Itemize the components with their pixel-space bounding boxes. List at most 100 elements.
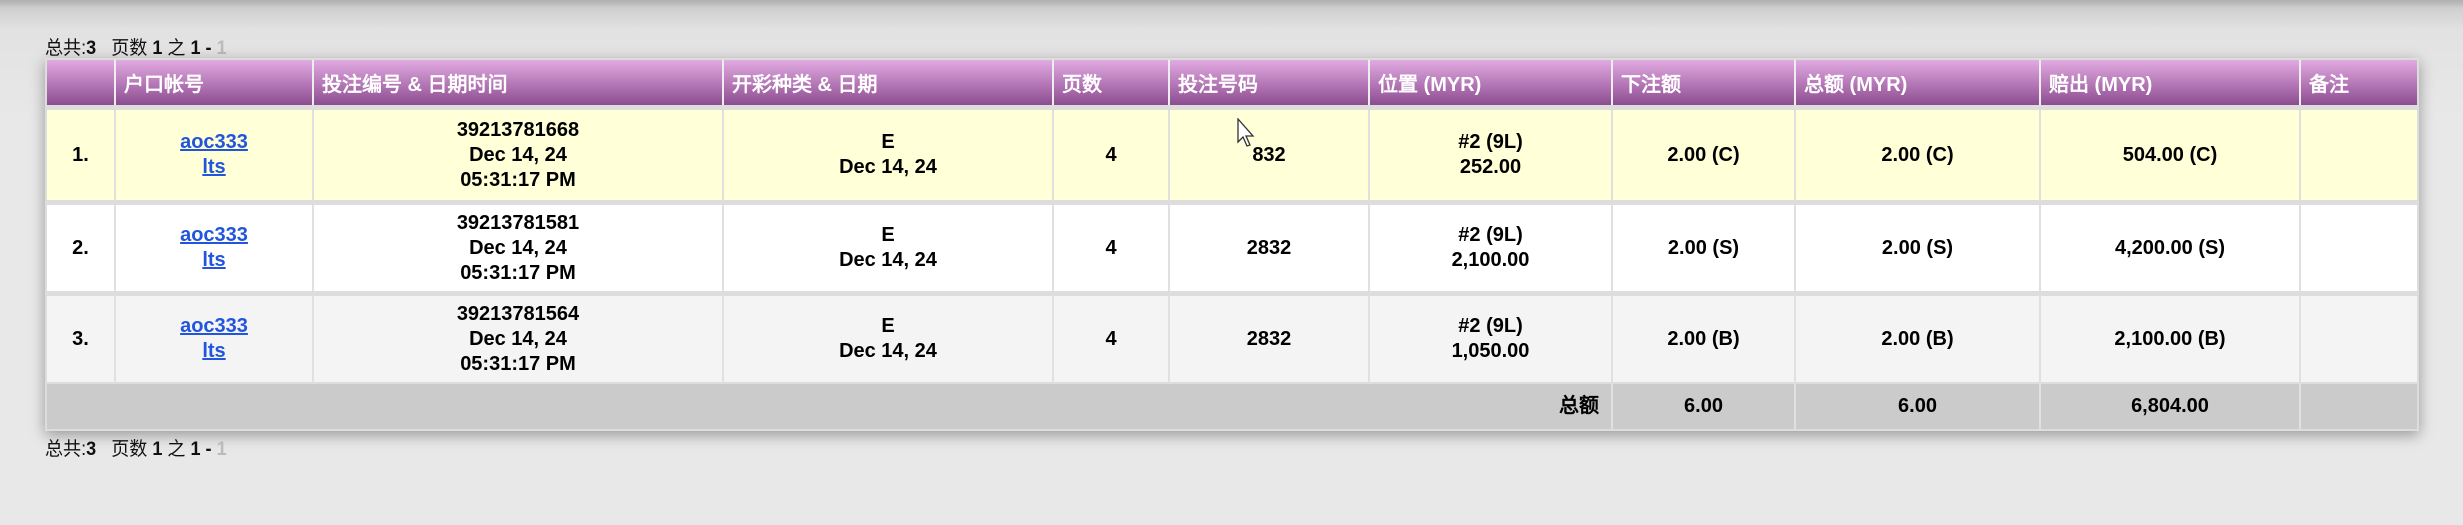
of-label: 之 xyxy=(167,38,186,59)
column-header: 赔出 (MYR) xyxy=(2039,60,2300,108)
row-index: 1. xyxy=(47,105,115,203)
bet-id: 39213781581 xyxy=(456,211,580,234)
bet-id-cell: 39213781564 Dec 14, 24 05:31:17 PM xyxy=(312,291,723,383)
pager-top: 总共:3 页数 1 之 1 - 1 xyxy=(45,33,227,60)
range-start: 1 - xyxy=(190,439,212,460)
draw-date: Dec 14, 24 xyxy=(839,156,937,178)
pages-cell: 4 xyxy=(1052,105,1169,203)
bet-id-cell: 39213781668 Dec 14, 24 05:31:17 PM xyxy=(312,105,723,203)
position: #2 (9L) xyxy=(1458,131,1523,153)
range-end: 1 xyxy=(216,439,227,460)
remark-cell xyxy=(2299,200,2417,294)
total-count: 3 xyxy=(86,38,97,59)
remark-cell xyxy=(2299,105,2417,203)
page-number[interactable]: 1 xyxy=(152,38,163,59)
draw-type: E xyxy=(881,224,895,246)
table-row: 2. aoc333 lts 39213781581 Dec 14, 24 05:31:17… xyxy=(47,200,2417,294)
position-cell: #2 (9L) 1,050.00 xyxy=(1368,291,1612,383)
number-cell: 2832 xyxy=(1168,291,1369,383)
page-number[interactable]: 1 xyxy=(152,439,163,460)
table-row: 3. aoc333 lts 39213781564 Dec 14, 24 05:31:17… xyxy=(47,291,2417,383)
mouse-cursor-icon xyxy=(1237,118,1255,147)
total-cell: 2.00 (C) xyxy=(1794,105,2040,203)
position-amount: 2,100.00 xyxy=(1451,249,1530,271)
position: #2 (9L) xyxy=(1458,315,1523,337)
column-header: 开彩种类 & 日期 xyxy=(722,60,1053,108)
totals-row: 总额 6.00 6.00 6,804.00 xyxy=(47,382,2417,429)
sub-account-link[interactable]: lts xyxy=(202,249,226,271)
column-header: 下注额 xyxy=(1611,60,1795,108)
total-label: 总共: xyxy=(45,38,87,59)
total-cell: 2.00 (B) xyxy=(1794,291,2040,383)
account-link[interactable]: aoc333 xyxy=(180,224,248,246)
payout-cell: 4,200.00 (S) xyxy=(2039,200,2300,294)
bet-date: Dec 14, 24 xyxy=(469,236,567,259)
draw-date: Dec 14, 24 xyxy=(839,340,937,362)
bet-date: Dec 14, 24 xyxy=(469,143,567,166)
draw-cell: E Dec 14, 24 xyxy=(722,105,1053,203)
draw-cell: E Dec 14, 24 xyxy=(722,291,1053,383)
column-header: 户口帐号 xyxy=(114,60,313,108)
row-index: 2. xyxy=(47,200,115,294)
bet-id-cell: 39213781581 Dec 14, 24 05:31:17 PM xyxy=(312,200,723,294)
position-amount: 252.00 xyxy=(1459,156,1522,178)
draw-type: E xyxy=(881,131,895,153)
draw-cell: E Dec 14, 24 xyxy=(722,200,1053,294)
column-header: 总额 (MYR) xyxy=(1794,60,2040,108)
of-label: 之 xyxy=(167,439,186,460)
bets-table: 户口帐号 投注编号 & 日期时间 开彩种类 & 日期 页数 投注号码 位置 (MYR) 下注… xyxy=(45,58,2419,431)
bet-date: Dec 14, 24 xyxy=(469,327,567,350)
stake-cell: 2.00 (S) xyxy=(1611,200,1795,294)
position-amount: 1,050.00 xyxy=(1451,340,1530,362)
bet-time: 05:31:17 PM xyxy=(460,261,576,284)
draw-type: E xyxy=(881,315,895,337)
totals-remark xyxy=(2299,382,2417,429)
column-header: 备注 xyxy=(2299,60,2417,108)
position: #2 (9L) xyxy=(1458,224,1523,246)
position-cell: #2 (9L) 2,100.00 xyxy=(1368,200,1612,294)
row-index: 3. xyxy=(47,291,115,383)
column-header xyxy=(47,60,115,108)
total-cell: 2.00 (S) xyxy=(1794,200,2040,294)
column-header: 投注编号 & 日期时间 xyxy=(312,60,723,108)
stake-cell: 2.00 (B) xyxy=(1611,291,1795,383)
totals-label: 总额 xyxy=(47,382,1612,429)
pager-bottom: 总共:3 页数 1 之 1 - 1 xyxy=(45,434,227,461)
bet-id: 39213781564 xyxy=(456,302,580,325)
top-shadow xyxy=(0,0,2463,8)
draw-date: Dec 14, 24 xyxy=(839,249,937,271)
stake-cell: 2.00 (C) xyxy=(1611,105,1795,203)
number-cell: 832 xyxy=(1168,105,1369,203)
payout-cell: 2,100.00 (B) xyxy=(2039,291,2300,383)
table-header: 户口帐号 投注编号 & 日期时间 开彩种类 & 日期 页数 投注号码 位置 (MYR) 下注… xyxy=(47,60,2417,108)
sub-account-link[interactable]: lts xyxy=(202,340,226,362)
totals-payout: 6,804.00 xyxy=(2039,382,2300,429)
column-header: 投注号码 xyxy=(1168,60,1369,108)
range-end: 1 xyxy=(216,38,227,59)
account-cell: aoc333 lts xyxy=(114,105,313,203)
bet-time: 05:31:17 PM xyxy=(460,168,576,191)
total-label: 总共: xyxy=(45,439,87,460)
totals-total: 6.00 xyxy=(1794,382,2040,429)
bet-id: 39213781668 xyxy=(456,118,580,141)
sub-account-link[interactable]: lts xyxy=(202,156,226,178)
total-count: 3 xyxy=(86,439,97,460)
page-label: 页数 xyxy=(111,38,148,59)
remark-cell xyxy=(2299,291,2417,383)
pages-cell: 4 xyxy=(1052,291,1169,383)
pages-cell: 4 xyxy=(1052,200,1169,294)
page-label: 页数 xyxy=(111,439,148,460)
account-cell: aoc333 lts xyxy=(114,291,313,383)
range-start: 1 - xyxy=(190,38,212,59)
number-cell: 2832 xyxy=(1168,200,1369,294)
column-header: 位置 (MYR) xyxy=(1368,60,1612,108)
account-cell: aoc333 lts xyxy=(114,200,313,294)
account-link[interactable]: aoc333 xyxy=(180,131,248,153)
position-cell: #2 (9L) 252.00 xyxy=(1368,105,1612,203)
bet-time: 05:31:17 PM xyxy=(460,352,576,375)
column-header: 页数 xyxy=(1052,60,1169,108)
table-row: 1. aoc333 lts 39213781668 Dec 14, 24 05:31:17… xyxy=(47,105,2417,203)
totals-stake: 6.00 xyxy=(1611,382,1795,429)
account-link[interactable]: aoc333 xyxy=(180,315,248,337)
payout-cell: 504.00 (C) xyxy=(2039,105,2300,203)
